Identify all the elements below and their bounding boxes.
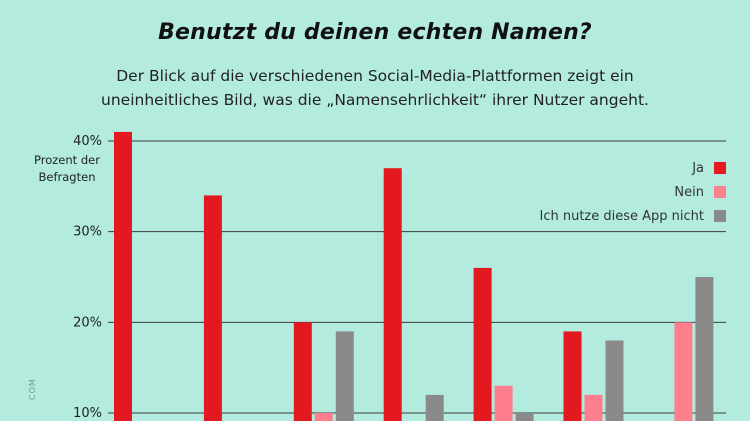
bar-nein-5	[494, 385, 513, 421]
bar-ja-6	[563, 331, 582, 421]
legend-item-nicht: Ich nutze diese App nicht	[539, 204, 726, 228]
legend-item-ja: Ja	[539, 156, 726, 180]
legend-label-nicht: Ich nutze diese App nicht	[539, 208, 704, 224]
y-tick-label: 40%	[73, 134, 102, 149]
y-tick-label: 30%	[73, 225, 102, 240]
bar-ja-5	[473, 267, 492, 421]
legend-item-nein: Nein	[539, 180, 726, 204]
y-tick-labels: 40% 30% 20% 10%	[73, 134, 102, 421]
bar-nein-6	[584, 394, 603, 421]
legend-label-ja: Ja	[692, 160, 704, 176]
bar-nicht-4	[425, 394, 444, 421]
y-axis-label: Prozent der Befragten	[34, 153, 100, 184]
chart-title: Benutzt du deinen echten Namen?	[158, 20, 592, 45]
bar-nicht-3	[335, 331, 354, 421]
legend-swatch-nicht	[714, 210, 726, 222]
chart-subtitle: Der Blick auf die verschiedenen Social-M…	[101, 67, 649, 109]
bar-nicht-7	[695, 277, 714, 421]
legend: Ja Nein Ich nutze diese App nicht	[539, 156, 726, 228]
legend-label-nein: Nein	[674, 184, 704, 200]
watermark-text: COM	[28, 378, 37, 400]
bar-ja-2	[203, 195, 222, 421]
bars	[114, 131, 714, 421]
bar-nicht-6	[605, 340, 624, 421]
y-tick-label: 10%	[73, 406, 102, 421]
y-tick-label: 20%	[73, 315, 102, 330]
bar-nein-7	[674, 322, 693, 421]
bar-ja-1	[114, 131, 132, 421]
legend-swatch-ja	[714, 162, 726, 174]
bar-nicht-5	[515, 413, 534, 421]
bar-nein-3	[314, 413, 333, 421]
legend-swatch-nein	[714, 186, 726, 198]
bar-ja-4	[383, 168, 402, 421]
bar-ja-3	[293, 322, 312, 421]
